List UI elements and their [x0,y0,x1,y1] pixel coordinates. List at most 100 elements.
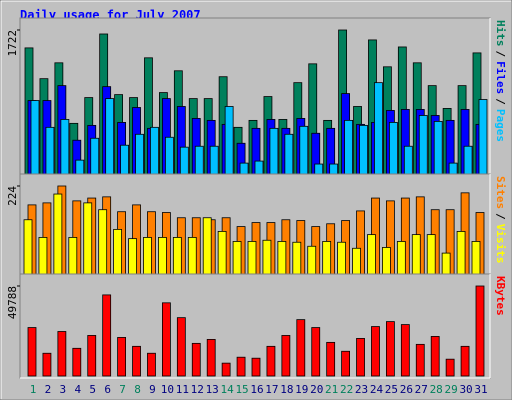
bar [117,337,126,377]
bar [161,302,171,377]
x-tick-label: 12 [191,383,204,396]
bar [90,137,100,177]
bar [102,294,112,377]
bar [337,241,347,277]
bar [236,356,246,377]
bar [430,336,440,377]
bar [281,335,291,377]
bar [120,144,129,177]
x-tick-label: 16 [250,383,263,396]
bar [322,241,332,277]
bar [341,350,351,377]
bar [266,345,276,377]
bar [284,133,294,177]
x-tick-label: 19 [295,383,308,396]
bar [172,237,182,277]
bar [411,234,421,277]
x-tick-label: 6 [104,383,111,396]
bar [232,241,242,277]
x-tick-label: 15 [235,383,248,396]
bar [42,352,52,377]
legend-entry: KBytes [494,276,507,316]
bar [202,217,212,277]
x-tick-label: 9 [149,383,156,396]
bar [426,234,436,277]
bar [403,145,413,177]
bar [179,146,189,177]
bar [224,106,234,177]
bar [385,321,395,377]
bar [307,245,317,277]
bar [150,126,159,177]
bar [344,119,354,177]
x-tick-label: 11 [176,383,189,396]
bar [83,202,93,277]
bar [356,338,365,377]
x-tick-label: 27 [415,383,428,396]
bar [262,239,272,277]
bar [445,358,455,377]
x-tick-label: 21 [325,383,338,396]
x-tick-label: 26 [400,383,413,396]
y-tick-label: 224 [6,186,19,206]
bar [396,241,406,277]
legend-entry: Visits [494,224,507,264]
bar [209,145,219,177]
bar [135,133,144,177]
bar [326,341,336,377]
bar [147,352,156,377]
y-tick-label: 1722 [6,30,19,57]
bar [30,100,40,177]
legend-entry: Pages [494,109,507,142]
bar [381,247,391,277]
bar [38,237,48,277]
bar [143,237,152,277]
bar [132,345,141,377]
x-tick-label: 3 [60,383,67,396]
bar [374,82,383,177]
bar [359,124,368,177]
x-tick-label: 1 [30,383,37,396]
x-tick-label: 10 [161,383,174,396]
legend-entry: Hits [494,20,507,47]
x-tick-label: 13 [206,383,219,396]
x-tick-label: 7 [119,383,126,396]
bar [311,327,321,377]
bar [415,343,425,377]
bar [296,319,306,377]
bar [128,238,137,277]
bar [176,317,186,377]
bar [187,237,197,277]
bar [45,126,55,177]
legend-entry: Sites [494,176,507,209]
x-tick-label: 25 [385,383,398,396]
bar [53,193,63,277]
bar [206,339,216,377]
bar [433,120,443,177]
x-tick-label: 5 [89,383,96,396]
bar [68,237,78,277]
bar [475,285,485,377]
bar [463,145,473,177]
bar [269,127,279,177]
bar [194,145,204,177]
bar [388,122,398,177]
bar [352,247,361,277]
legend-separator: / [494,98,507,105]
x-tick-label: 30 [459,383,472,396]
bar [400,324,410,377]
bar [441,252,451,277]
bar [113,228,122,277]
bar [98,209,108,277]
bar [217,231,227,277]
legend-separator: / [494,213,507,220]
legend-separator: / [494,51,507,58]
bar [460,345,470,377]
bar [157,237,167,277]
x-tick-label: 31 [474,383,487,396]
bar [478,99,488,177]
x-tick-label: 8 [134,383,141,396]
bar [418,115,428,177]
bar [60,119,70,177]
x-tick-label: 18 [280,383,293,396]
